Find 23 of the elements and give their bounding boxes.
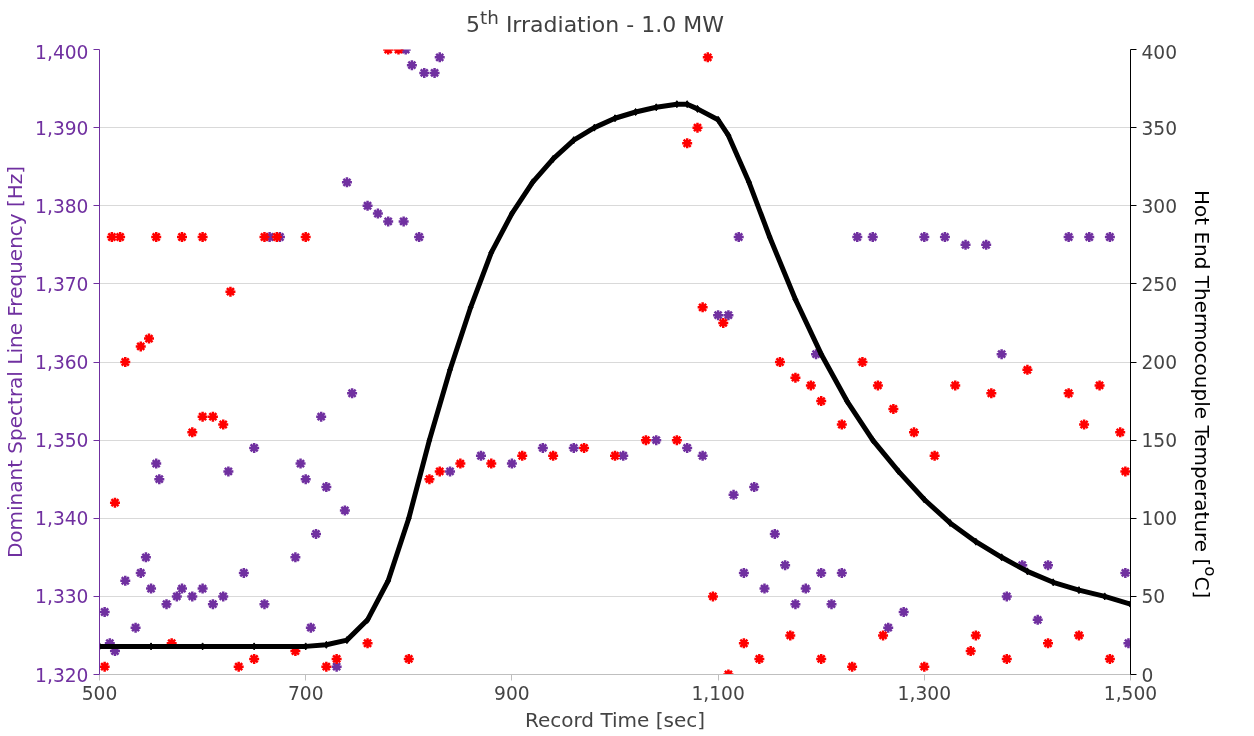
y2-tick-label: 50 <box>1141 586 1166 608</box>
chart-title: 5$^{th}$ Irradiation - 1.0 MW <box>466 6 724 40</box>
y-tick-label: 1,400 <box>35 41 89 63</box>
y2-tick-label: 350 <box>1141 117 1178 139</box>
y-axis-title: Dominant Spectral Line Frequency [Hz] <box>3 165 28 559</box>
y2-tick-label: 150 <box>1141 430 1178 452</box>
y2-tick-label: 300 <box>1141 195 1178 217</box>
y-tick-label: 1,340 <box>35 508 89 530</box>
y2-tick-label: 400 <box>1141 41 1178 63</box>
y-tick-label: 1,380 <box>35 195 89 217</box>
x-tick-label: 700 <box>287 682 324 704</box>
y-tick-label: 1,350 <box>35 430 89 452</box>
x-tick-label: 900 <box>494 682 530 704</box>
y-tick-label: 1,390 <box>35 117 89 139</box>
x-tick-label: 1,300 <box>897 682 952 704</box>
y-tick-label: 1,370 <box>35 273 89 295</box>
y2-tick-label: 200 <box>1141 352 1178 373</box>
y2-tick-label: 100 <box>1141 508 1178 530</box>
y-tick-label: 1,360 <box>35 352 89 373</box>
y-tick-label: 1,330 <box>35 586 89 608</box>
y2-tick-label: 250 <box>1141 273 1178 295</box>
x-tick-label: 1,100 <box>691 682 745 704</box>
x-axis-title: Record Time [sec] <box>524 707 706 732</box>
